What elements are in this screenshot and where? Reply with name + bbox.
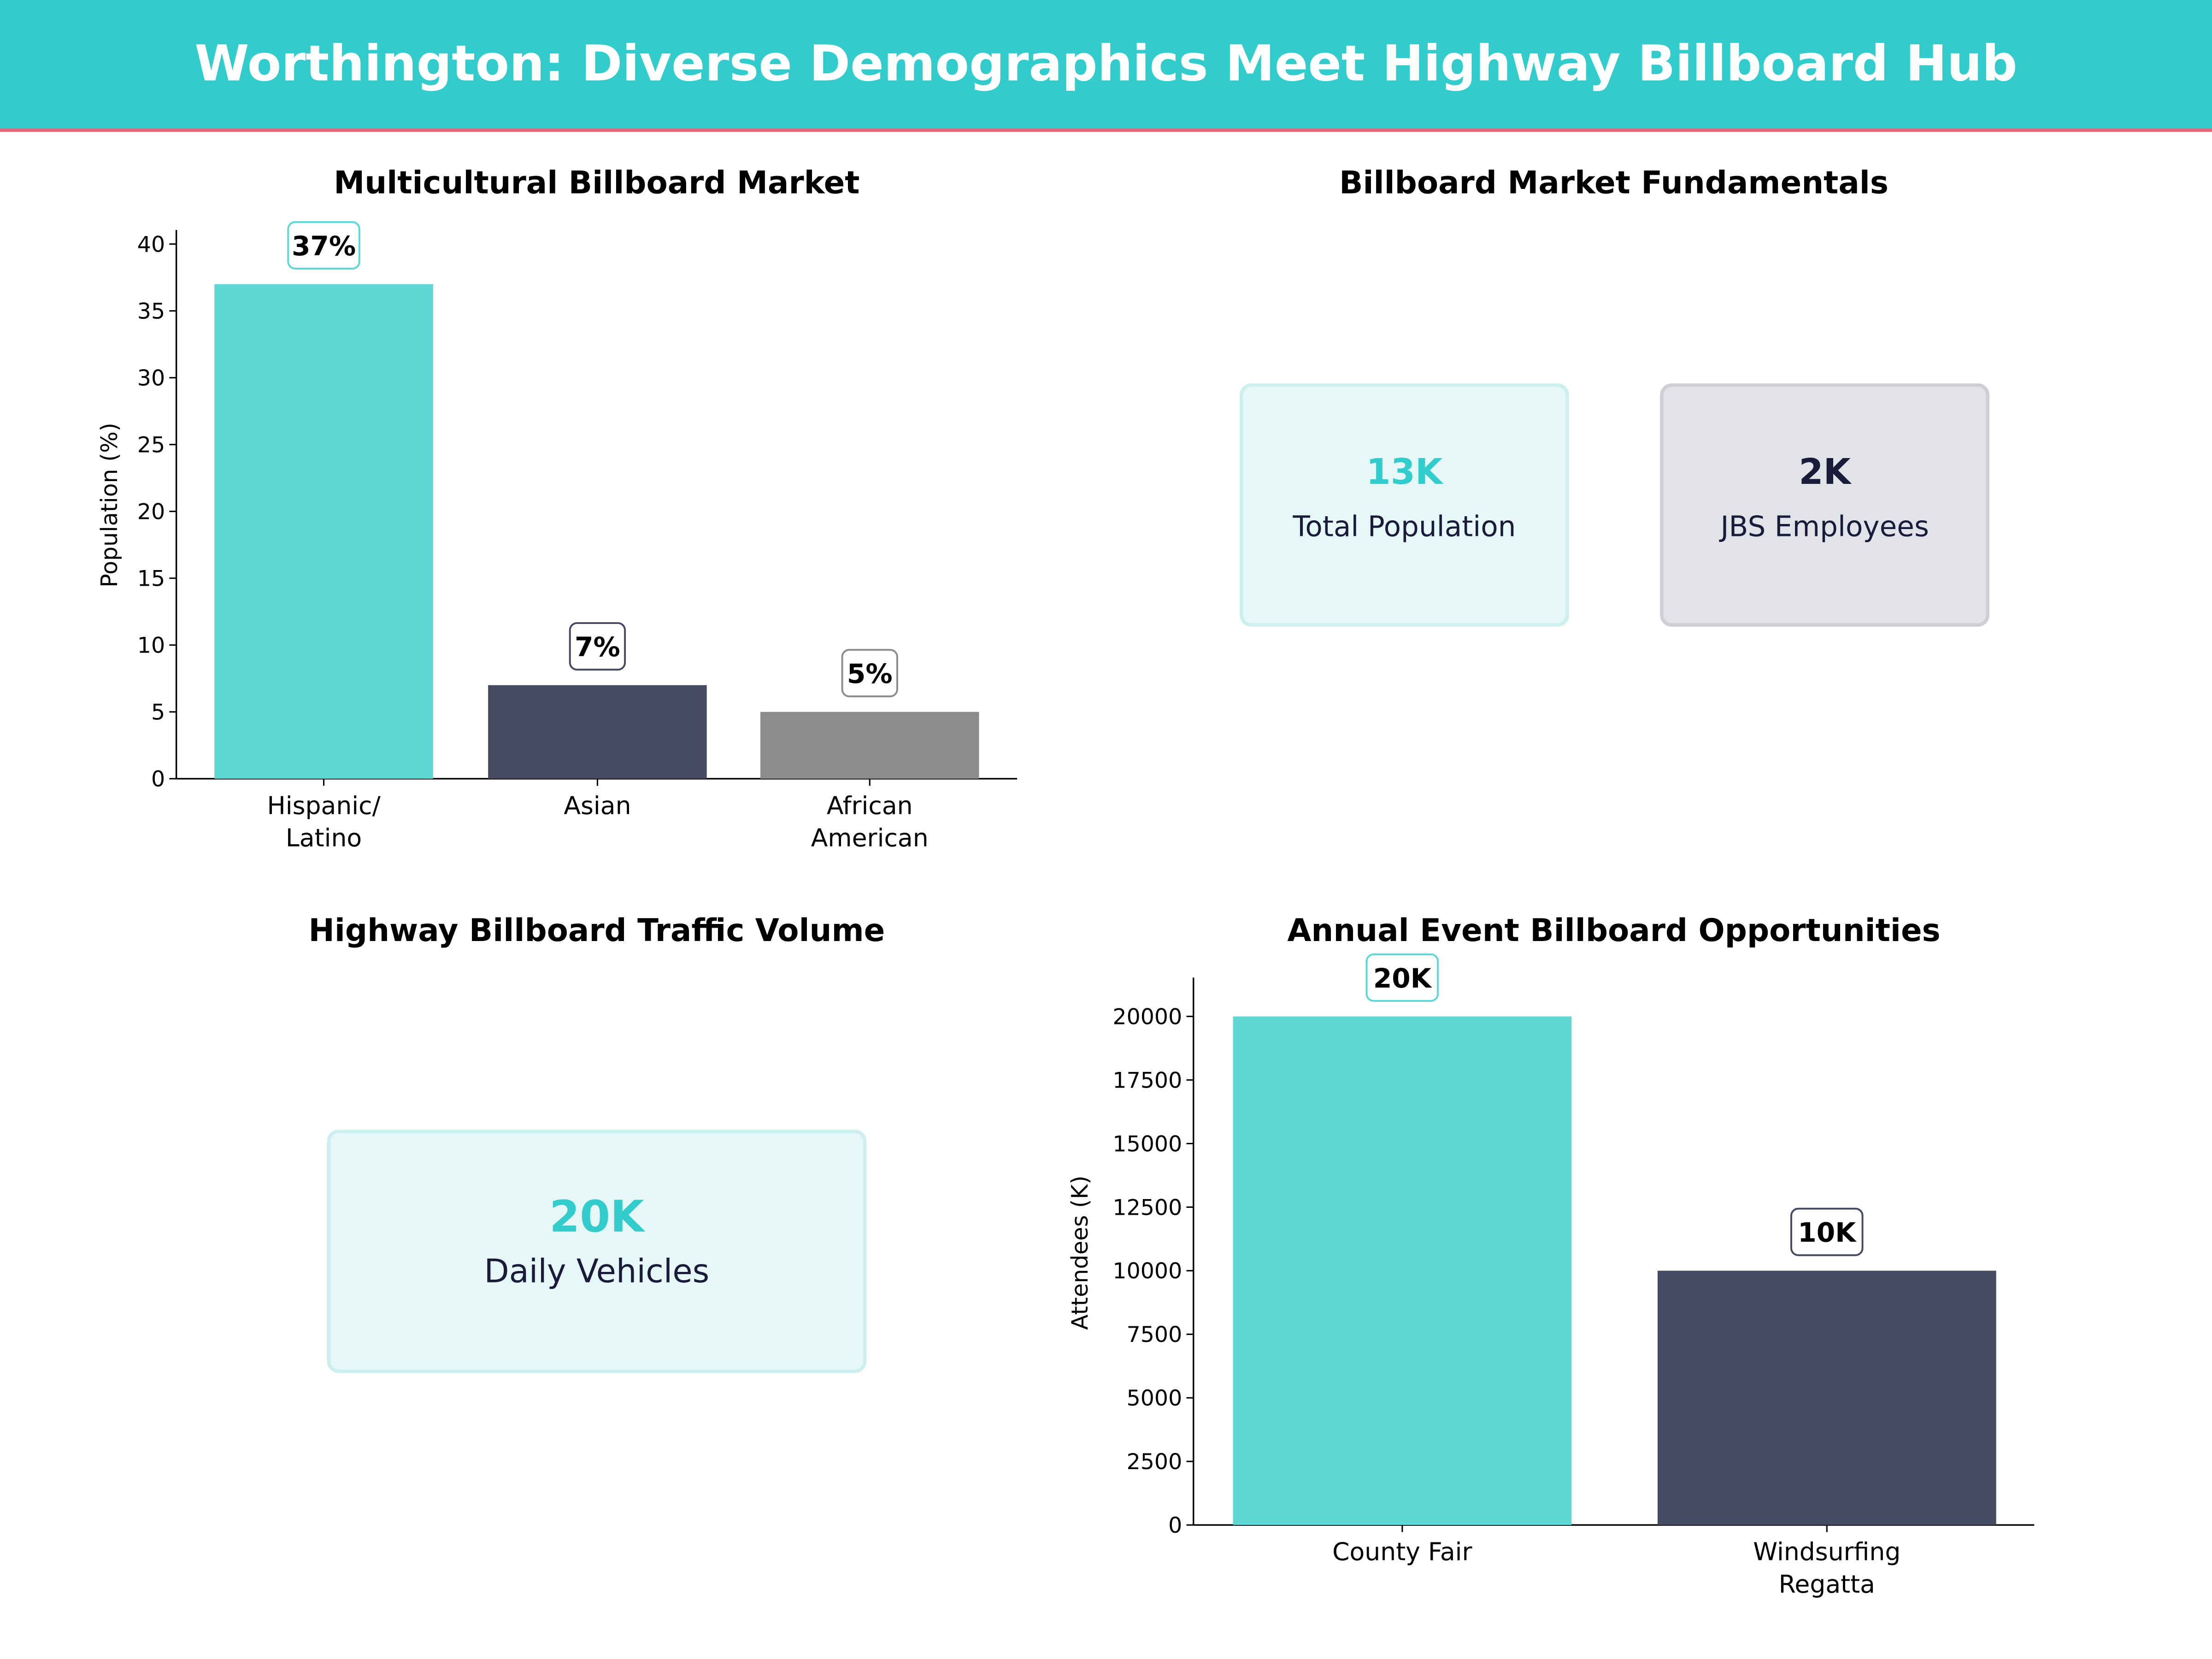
bar [1233, 1016, 1572, 1525]
x-tick-label: Asian [564, 791, 631, 820]
y-tick-label: 15 [137, 566, 165, 592]
bar [488, 685, 707, 779]
events-bar-chart: Annual Event Billboard Opportunities Att… [1067, 912, 2035, 1599]
data-label-box [569, 622, 626, 671]
market-fundamentals-panel: Billboard Market Fundamentals 13K Total … [1240, 164, 1990, 627]
header-accent-line [0, 128, 2212, 132]
data-label: 7% [575, 631, 620, 663]
data-label: 20K [1373, 963, 1432, 994]
y-tick-label: 10 [137, 633, 165, 659]
data-label-box [841, 649, 898, 698]
y-tick-label: 35 [137, 299, 165, 324]
data-label-box [287, 221, 360, 270]
kpi-value: 20K [549, 1191, 646, 1242]
data-label: 37% [292, 230, 356, 262]
bar [214, 284, 433, 779]
x-tick-label: American [811, 824, 929, 853]
header-bar [0, 0, 2212, 129]
x-tick-label: Latino [286, 824, 362, 853]
y-tick-label: 17500 [1112, 1068, 1182, 1093]
chart-title: Annual Event Billboard Opportunities [1287, 912, 1940, 948]
traffic-volume-panel: Highway Billboard Traffic Volume 20K Dai… [308, 912, 885, 1373]
bar [760, 712, 979, 779]
x-tick-label: Windsurfing [1753, 1537, 1900, 1566]
y-axis-label: Population (%) [96, 423, 123, 588]
x-tick-label: County Fair [1332, 1537, 1472, 1566]
y-tick-label: 20 [137, 500, 165, 525]
multicultural-bar-chart: Multicultural Billboard Market Populatio… [96, 164, 1018, 853]
kpi-card-population [1240, 383, 1569, 627]
chart-title: Billboard Market Fundamentals [1339, 164, 1888, 200]
data-label: 5% [847, 658, 893, 689]
bar [1657, 1271, 1996, 1525]
chart-title: Multicultural Billboard Market [334, 164, 859, 200]
kpi-value: 13K [1366, 452, 1444, 493]
kpi-label: JBS Employees [1718, 510, 1929, 543]
y-tick-label: 15000 [1112, 1131, 1182, 1157]
kpi-label: Total Population [1292, 510, 1516, 543]
kpi-label: Daily Vehicles [484, 1253, 709, 1290]
y-tick-label: 5000 [1127, 1386, 1182, 1411]
data-label-box [1365, 953, 1439, 1002]
y-tick-label: 7500 [1127, 1322, 1182, 1347]
y-tick-label: 2500 [1127, 1449, 1182, 1475]
y-tick-label: 40 [137, 232, 165, 257]
y-tick-label: 0 [1168, 1513, 1182, 1538]
data-label-box [1790, 1207, 1864, 1256]
chart-title: Highway Billboard Traffic Volume [308, 912, 885, 948]
x-tick-label: Hispanic/ [267, 791, 381, 820]
y-tick-label: 20000 [1112, 1004, 1182, 1030]
kpi-card-vehicles [327, 1130, 867, 1373]
y-tick-label: 25 [137, 433, 165, 458]
x-tick-label: African [827, 791, 913, 820]
x-tick-label: Regatta [1779, 1570, 1875, 1599]
y-tick-label: 30 [137, 365, 165, 391]
kpi-card-employees [1660, 383, 1990, 627]
y-tick-label: 10000 [1112, 1259, 1182, 1284]
data-label: 10K [1798, 1217, 1857, 1248]
y-axis-label: Attendees (K) [1067, 1176, 1093, 1330]
kpi-value: 2K [1799, 452, 1852, 493]
y-tick-label: 0 [151, 767, 165, 792]
page-title: Worthington: Diverse Demographics Meet H… [194, 35, 2017, 92]
y-tick-label: 12500 [1112, 1195, 1182, 1220]
y-tick-label: 5 [151, 700, 165, 725]
